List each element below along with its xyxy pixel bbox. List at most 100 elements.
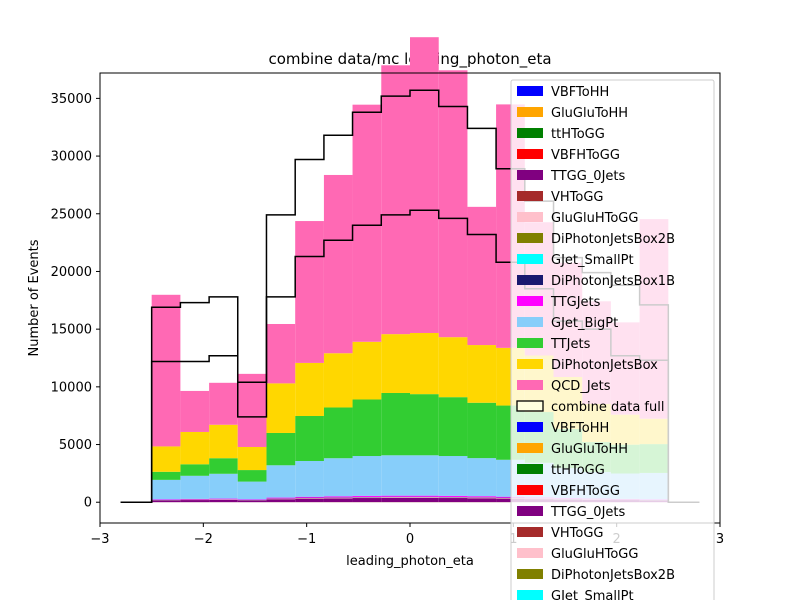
bar-segment xyxy=(467,498,497,503)
bar-segment xyxy=(410,455,439,496)
bar-segment xyxy=(180,475,210,499)
legend: VBFToHH GluGluToHH ttHToGG VBFHToGG TTGG_0Je… xyxy=(510,79,715,600)
bar-segment xyxy=(381,65,410,335)
legend-label: VBFHToGG xyxy=(551,148,620,163)
bar-segment xyxy=(151,500,181,503)
legend-label: combine data full xyxy=(551,400,664,415)
bar-segment xyxy=(237,470,267,482)
x-tick-label: 3 xyxy=(716,532,724,547)
legend-label: TTJets xyxy=(550,337,591,352)
bar-segment xyxy=(467,345,497,403)
legend-swatch xyxy=(517,317,543,327)
bar-segment xyxy=(410,37,439,333)
bar-segment xyxy=(209,498,238,500)
x-tick-label: −2 xyxy=(194,532,213,547)
legend-label: GluGluHToGG xyxy=(551,211,638,226)
bar-segment xyxy=(438,456,468,496)
bar-segment xyxy=(438,70,468,338)
legend-label: VBFToHH xyxy=(551,421,609,436)
bar-segment xyxy=(323,498,353,503)
bar-segment xyxy=(295,498,324,503)
y-tick-label: 25000 xyxy=(51,207,92,222)
bar-segment xyxy=(381,392,410,456)
bar-segment xyxy=(438,397,468,457)
legend-swatch xyxy=(516,400,544,412)
bar-segment xyxy=(438,497,468,498)
bar-segment xyxy=(295,496,324,498)
bar-segment xyxy=(266,383,296,433)
legend-swatch xyxy=(517,233,543,243)
bar-segment xyxy=(323,353,353,408)
legend-swatch xyxy=(517,212,543,222)
legend-label: VBFToHH xyxy=(551,85,609,100)
bar-segment xyxy=(381,334,410,393)
bar-segment xyxy=(352,498,382,503)
legend-label: GluGluToHH xyxy=(551,106,628,121)
bar-segment xyxy=(410,332,439,395)
legend-swatch xyxy=(517,170,543,180)
legend-label: GJet_SmallPt xyxy=(551,253,634,268)
bar-segment xyxy=(323,496,353,498)
bar-segment xyxy=(323,458,353,497)
bar-segment xyxy=(266,465,296,498)
bar-segment xyxy=(295,460,324,497)
legend-swatch xyxy=(517,128,543,138)
bar-segment xyxy=(496,498,525,503)
bar-segment xyxy=(467,496,497,498)
legend-swatch xyxy=(517,107,543,117)
legend-label: VBFHToGG xyxy=(551,484,620,499)
bar-segment xyxy=(438,495,468,497)
bar-segment xyxy=(209,382,238,425)
bar-segment xyxy=(352,104,382,342)
bar-segment xyxy=(180,498,210,500)
bar-segment xyxy=(151,294,181,447)
x-axis-label: leading_photon_eta xyxy=(346,554,474,569)
bar-segment xyxy=(438,498,468,503)
legend-swatch xyxy=(517,86,543,96)
legend-label: ttHToGG xyxy=(551,127,605,142)
bar-segment xyxy=(323,497,353,499)
x-tick-label: 0 xyxy=(406,532,414,547)
bar-segment xyxy=(410,394,439,456)
bar-segment xyxy=(237,373,267,447)
legend-swatch xyxy=(517,485,543,495)
bar-segment xyxy=(180,431,210,465)
bar-segment xyxy=(381,497,410,503)
bar-segment xyxy=(209,424,238,459)
bar-segment xyxy=(237,481,267,500)
bar-segment xyxy=(352,341,382,400)
legend-label: TTGJets xyxy=(550,295,601,310)
bar-segment xyxy=(323,407,353,459)
bar-segment xyxy=(151,479,181,500)
legend-label: GJet_SmallPt xyxy=(551,589,634,600)
bar-segment xyxy=(266,432,296,466)
legend-swatch xyxy=(517,590,543,600)
bar-segment xyxy=(295,221,324,363)
bar-segment xyxy=(237,500,267,503)
bar-segment xyxy=(352,456,382,496)
legend-label: DiPhotonJetsBox2B xyxy=(551,568,675,583)
legend-swatch xyxy=(517,569,543,579)
y-tick-label: 30000 xyxy=(51,150,92,165)
legend-swatch xyxy=(517,548,543,558)
bar-segment xyxy=(467,497,497,499)
legend-swatch xyxy=(517,527,543,537)
bar-segment xyxy=(266,323,296,384)
legend-label: VHToGG xyxy=(551,526,604,541)
legend-swatch xyxy=(517,422,543,432)
bar-segment xyxy=(381,497,410,498)
legend-swatch xyxy=(517,380,543,390)
legend-label: GluGluToHH xyxy=(551,442,628,457)
y-axis-label: Number of Events xyxy=(27,239,42,356)
legend-label: ttHToGG xyxy=(551,463,605,478)
legend-swatch xyxy=(517,443,543,453)
legend-label: GJet_BigPt xyxy=(551,316,618,331)
bar-segment xyxy=(295,415,324,461)
y-tick-label: 10000 xyxy=(51,380,92,395)
bar-segment xyxy=(180,464,210,476)
bar-segment xyxy=(467,402,497,459)
x-tick-label: −3 xyxy=(90,532,109,547)
bar-segment xyxy=(381,455,410,496)
bar-segment xyxy=(209,458,238,474)
legend-swatch xyxy=(517,296,543,306)
